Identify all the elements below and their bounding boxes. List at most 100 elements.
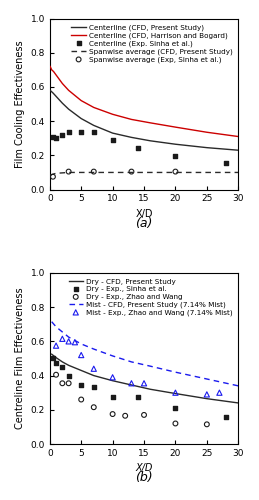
Mist - Exp., Zhao and Wang (7.14% Mist) [67,338,71,345]
Mist - CFD, Present Study (7.14% Mist) [50,318,53,324]
Mist - Exp., Zhao and Wang (7.14% Mist) [205,390,209,398]
Dry - Exp., Zhao and Wang [92,403,96,411]
Mist - CFD, Present Study (7.14% Mist) [55,324,58,330]
Dry - Exp., Zhao and Wang [123,412,127,420]
Dry - CFD, Present Study [130,382,133,388]
Y-axis label: Centreline Film Effectiveness: Centreline Film Effectiveness [15,288,25,430]
X-axis label: X/D: X/D [135,464,153,473]
Dry - CFD, Present Study [174,390,177,396]
Spanwise average (CFD, Present Study) [67,170,70,175]
Dry - Exp., Sinha et al. [111,393,115,401]
Centerline (CFD, Present Study) [111,130,114,136]
Dry - Exp., Zhao and Wang [111,410,115,418]
Dry - CFD, Present Study [67,362,70,368]
Mist - CFD, Present Study (7.14% Mist) [237,383,240,389]
Legend: Dry - CFD, Present Study, Dry - Exp., Sinha et al., Dry - Exp., Zhao and Wang, M: Dry - CFD, Present Study, Dry - Exp., Si… [66,276,235,318]
Dry - Exp., Sinha et al. [79,381,83,389]
Mist - Exp., Zhao and Wang (7.14% Mist) [73,338,77,346]
Dry - Exp., Zhao and Wang [60,380,64,388]
Centerline (CFD, Harrison and Bogard) [237,134,240,140]
Centerline (Exp. Sinha et al.) [54,134,58,142]
Spanwise average (CFD, Present Study) [111,170,114,175]
Centerline (Exp. Sinha et al.) [79,128,83,136]
Mist - CFD, Present Study (7.14% Mist) [80,341,83,347]
Dry - CFD, Present Study [149,386,152,392]
Spanwise average (CFD, Present Study) [237,170,240,175]
Centerline (CFD, Harrison and Bogard) [55,72,58,78]
Mist - Exp., Zhao and Wang (7.14% Mist) [111,374,115,382]
Centerline (CFD, Harrison and Bogard) [130,116,133,122]
Centerline (CFD, Present Study) [67,106,70,112]
Mist - CFD, Present Study (7.14% Mist) [92,346,95,352]
Mist - Exp., Zhao and Wang (7.14% Mist) [130,380,134,388]
Dry - Exp., Sinha et al. [67,372,71,380]
Dry - Exp., Sinha et al. [224,412,228,420]
Spanwise average (Exp, Sinha et al.) [130,168,134,175]
Dry - Exp., Sinha et al. [51,354,55,362]
Line: Centerline (CFD, Present Study): Centerline (CFD, Present Study) [50,90,238,150]
Centerline (CFD, Present Study) [51,90,54,96]
Dry - CFD, Present Study [55,354,58,360]
Spanwise average (Exp, Sinha et al.) [92,168,96,175]
Centerline (CFD, Harrison and Bogard) [92,104,95,110]
Dry - Exp., Zhao and Wang [173,420,177,428]
Mist - Exp., Zhao and Wang (7.14% Mist) [92,364,96,372]
Dry - Exp., Sinha et al. [60,363,64,371]
Mist - CFD, Present Study (7.14% Mist) [174,369,177,375]
Centerline (CFD, Present Study) [55,94,58,100]
Spanwise average (CFD, Present Study) [149,170,152,175]
Spanwise average (CFD, Present Study) [55,170,58,176]
Spanwise average (CFD, Present Study) [174,170,177,175]
Mist - CFD, Present Study (7.14% Mist) [67,334,70,340]
Centerline (CFD, Present Study) [80,116,83,121]
Spanwise average (CFD, Present Study) [92,170,95,175]
Mist - Exp., Zhao and Wang (7.14% Mist) [54,342,58,349]
Mist - CFD, Present Study (7.14% Mist) [111,353,114,359]
Line: Dry - CFD, Present Study: Dry - CFD, Present Study [52,354,238,403]
Text: (b): (b) [135,472,153,484]
Spanwise average (CFD, Present Study) [130,170,133,175]
Y-axis label: Film Cooling Effectiveness: Film Cooling Effectiveness [15,40,25,168]
Dry - Exp., Sinha et al. [136,393,140,401]
Centerline (CFD, Present Study) [130,134,133,140]
Centerline (CFD, Harrison and Bogard) [52,68,55,74]
Centerline (Exp. Sinha et al.) [60,131,64,139]
Centerline (CFD, Present Study) [61,100,64,106]
Dry - Exp., Zhao and Wang [54,370,58,378]
Centerline (CFD, Present Study) [149,138,152,144]
Dry - Exp., Zhao and Wang [142,411,146,419]
Mist - CFD, Present Study (7.14% Mist) [149,363,152,369]
Centerline (CFD, Harrison and Bogard) [67,88,70,94]
Centerline (CFD, Harrison and Bogard) [80,98,83,103]
Line: Spanwise average (CFD, Present Study): Spanwise average (CFD, Present Study) [50,172,238,175]
Centerline (Exp. Sinha et al.) [51,134,55,141]
Centerline (Exp. Sinha et al.) [111,136,115,144]
Centerline (CFD, Present Study) [237,147,240,153]
Centerline (CFD, Harrison and Bogard) [61,80,64,86]
Centerline (CFD, Present Study) [205,144,208,150]
Spanwise average (CFD, Present Study) [205,170,208,175]
Dry - Exp., Sinha et al. [173,404,177,412]
Mist - CFD, Present Study (7.14% Mist) [61,329,64,335]
Centerline (CFD, Harrison and Bogard) [174,124,177,130]
Mist - Exp., Zhao and Wang (7.14% Mist) [173,388,177,396]
Spanwise average (Exp, Sinha et al.) [67,168,71,175]
Centerline (Exp. Sinha et al.) [136,144,140,152]
Line: Mist - CFD, Present Study (7.14% Mist): Mist - CFD, Present Study (7.14% Mist) [52,322,238,386]
Spanwise average (Exp, Sinha et al.) [173,168,177,175]
Dry - Exp., Zhao and Wang [67,380,71,388]
Dry - CFD, Present Study [205,396,208,402]
Dry - Exp., Zhao and Wang [205,420,209,428]
Mist - Exp., Zhao and Wang (7.14% Mist) [217,388,221,396]
Mist - CFD, Present Study (7.14% Mist) [130,359,133,365]
Spanwise average (CFD, Present Study) [80,170,83,175]
Mist - CFD, Present Study (7.14% Mist) [205,376,208,382]
Centerline (CFD, Present Study) [48,88,52,94]
Centerline (Exp. Sinha et al.) [173,152,177,160]
Line: Centerline (CFD, Harrison and Bogard): Centerline (CFD, Harrison and Bogard) [50,66,238,136]
Centerline (CFD, Present Study) [174,141,177,147]
Centerline (CFD, Harrison and Bogard) [205,130,208,136]
Centerline (CFD, Harrison and Bogard) [48,64,52,70]
Dry - CFD, Present Study [50,351,53,357]
Spanwise average (CFD, Present Study) [48,172,52,178]
